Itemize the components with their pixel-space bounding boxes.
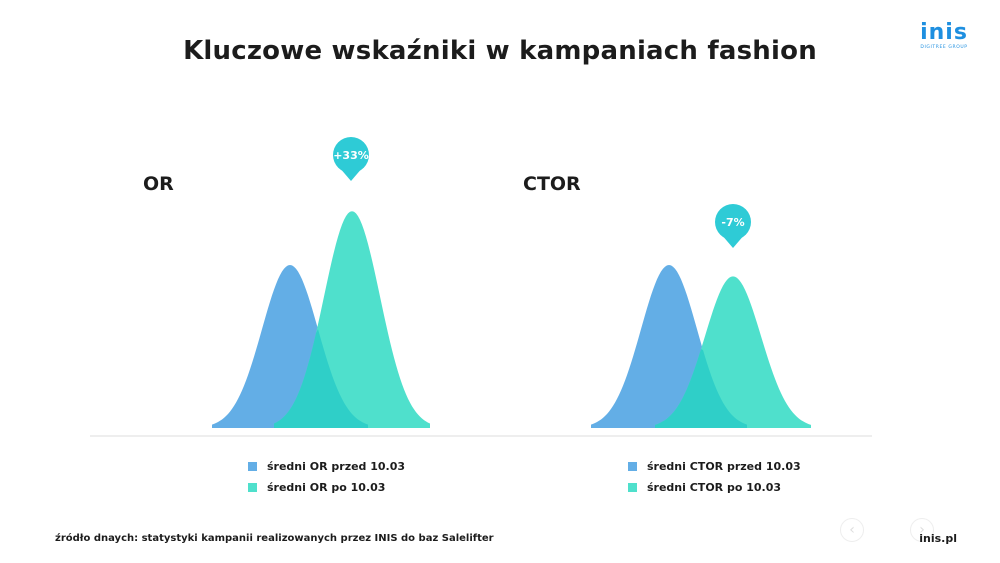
ctor-chart-title: CTOR — [523, 173, 581, 195]
legend-label: średni CTOR przed 10.03 — [647, 460, 801, 473]
ctor-change-label: -7% — [721, 216, 744, 229]
prev-slide-button[interactable]: ‹ — [840, 518, 864, 542]
site-url: inis.pl — [919, 532, 957, 545]
legend-swatch-after — [248, 483, 257, 492]
chevron-left-icon: ‹ — [849, 522, 855, 538]
legend-label: średni CTOR po 10.03 — [647, 481, 782, 494]
ctor-change-badge: -7% — [715, 204, 751, 248]
or-change-badge: +33% — [333, 137, 369, 181]
legend-item: średni OR po 10.03 — [248, 481, 405, 494]
logo-subtitle: DIGITREE GROUP — [920, 45, 968, 50]
ctor-legend: średni CTOR przed 10.03 średni CTOR po 1… — [628, 460, 801, 503]
legend-item: średni CTOR po 10.03 — [628, 481, 801, 494]
ctor-overlap-area — [655, 349, 747, 428]
or-chart-title: OR — [143, 173, 174, 195]
legend-swatch-before — [248, 462, 257, 471]
legend-swatch-before — [628, 462, 637, 471]
or-change-label: +33% — [333, 149, 369, 162]
chevron-right-icon: › — [919, 522, 925, 538]
or-overlap-area — [274, 329, 368, 428]
legend-item: średni CTOR przed 10.03 — [628, 460, 801, 473]
legend-label: średni OR przed 10.03 — [267, 460, 406, 473]
legend-swatch-after — [628, 483, 637, 492]
inis-logo: inis DIGITREE GROUP — [918, 20, 970, 51]
legend-item: średni OR przed 10.03 — [248, 460, 406, 473]
logo-mark: inis — [920, 20, 968, 45]
next-slide-button[interactable]: › — [910, 518, 934, 542]
page-title: Kluczowe wskaźniki w kampaniach fashion — [183, 36, 817, 66]
or-legend: średni OR przed 10.03 średni OR po 10.03 — [248, 460, 406, 503]
source-note: źródło dnaych: statystyki kampanii reali… — [55, 533, 494, 544]
legend-label: średni OR po 10.03 — [267, 481, 386, 494]
